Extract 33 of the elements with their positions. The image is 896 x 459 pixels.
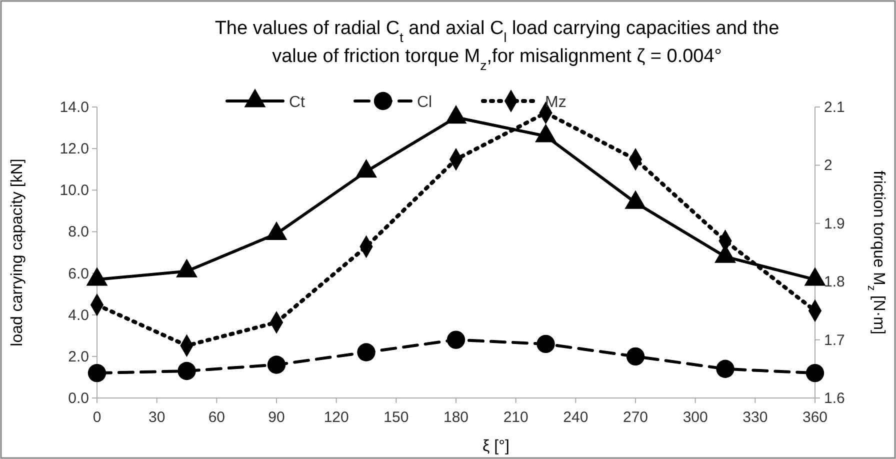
y-tick-label: 10.0 (60, 182, 89, 200)
x-tick-label: 180 (443, 409, 469, 426)
chart-title: The values of radial C$_{t}$ and axial C$_{l}$ load carrying capacities and the value of friction torque M$_{z}$,for misalignment ζ = 0.004° (214, 18, 780, 72)
y2-tick-label: 1.8 (824, 274, 845, 291)
legend-label: Cl (417, 94, 432, 111)
x-tick-label: 360 (802, 409, 828, 426)
y-axis-title: load carrying capacity [kN] (9, 158, 26, 346)
y-tick-label: 12.0 (60, 140, 89, 158)
y2-tick-label: 1.7 (824, 332, 845, 349)
x-axis-title: ξ [°] (482, 438, 510, 455)
y-tick-label: 8.0 (68, 224, 89, 241)
legend-label: Ct (289, 94, 306, 111)
y-tick-label: 2.0 (68, 348, 89, 366)
x-tick-label: 60 (208, 409, 226, 426)
y2-tick-label: 1.6 (824, 390, 845, 407)
y-tick-label: 0.0 (68, 390, 89, 407)
y-tick-label: 4.0 (68, 306, 89, 324)
x-tick-label: 90 (268, 409, 285, 426)
x-tick-label: 30 (148, 409, 166, 426)
x-tick-label: 240 (563, 409, 588, 426)
x-tick-label: 150 (384, 409, 409, 426)
y2-tick-label: 1.9 (824, 215, 845, 232)
y2-tick-label: 2.1 (824, 99, 845, 116)
y2-tick-label: 2 (824, 157, 832, 174)
x-tick-label: 0 (92, 409, 102, 426)
x-tick-label: 120 (324, 409, 349, 426)
x-tick-label: 300 (682, 409, 708, 426)
legend-label: Mz (545, 94, 566, 111)
x-tick-label: 210 (503, 409, 528, 426)
y-tick-label: 6.0 (68, 265, 89, 282)
y-tick-label: 14.0 (60, 99, 89, 116)
x-tick-label: 330 (742, 409, 768, 426)
x-tick-label: 270 (622, 409, 648, 426)
